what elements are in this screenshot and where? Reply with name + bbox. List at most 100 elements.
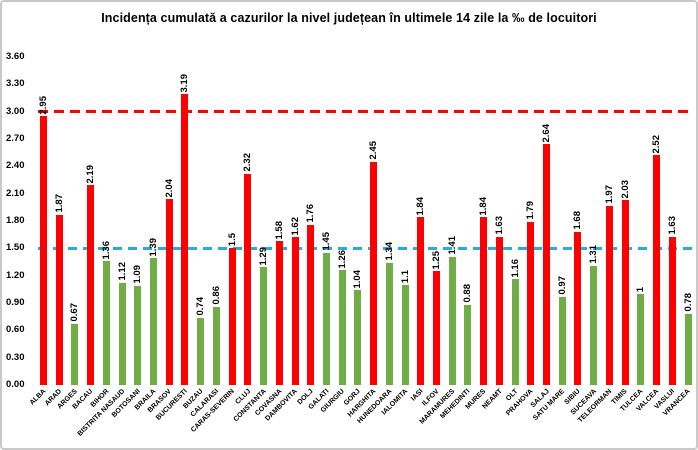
- bar-cluj: [244, 173, 252, 385]
- bar-constanta: [260, 267, 268, 385]
- bar-value-label: 1.04: [352, 269, 364, 289]
- bar-galati: [322, 252, 330, 385]
- bar-value-label: 1.39: [148, 237, 160, 257]
- y-tick-label: 3.60: [6, 51, 25, 62]
- bar-harghita: [370, 161, 378, 385]
- bar-value-label: 1.5: [226, 233, 238, 247]
- bar-value-label: 1.16: [509, 258, 521, 278]
- bar-mures: [480, 217, 488, 385]
- bar-value-label: 1.63: [666, 216, 678, 235]
- bar-value-label: 0.88: [462, 284, 474, 303]
- bar-value-label: 1.26: [336, 249, 348, 269]
- bar-tulcea: [637, 293, 645, 385]
- bar-satu-mare: [558, 296, 566, 385]
- y-tick-label: 1.50: [6, 242, 25, 254]
- bar-dolj: [307, 224, 315, 385]
- bar-value-label: 0.97: [556, 276, 568, 295]
- bar-suceava: [590, 265, 598, 385]
- bar-value-label: 1.63: [493, 216, 505, 235]
- bar-value-label: 1.29: [258, 246, 270, 266]
- threshold-line-blue-1-5: [38, 246, 692, 250]
- bar-value-label: 1.97: [603, 185, 615, 204]
- bar-salaj: [543, 144, 551, 385]
- bar-bistrita-nasaud: [118, 282, 126, 385]
- bar-arges: [71, 323, 79, 385]
- plot-area: 2.95 1.87 0.67 2.19 1.36 1.12 1.09 1.39 2.04 3.19…: [38, 57, 694, 385]
- bar-value-label: 1.45: [320, 232, 332, 251]
- bar-teleorman: [605, 205, 613, 385]
- bar-caras-severin: [228, 248, 236, 385]
- y-tick-label: 3.00: [6, 105, 25, 117]
- bar-arad: [55, 214, 63, 385]
- bar-value-label: 2.95: [38, 95, 49, 115]
- bar-value-label: 1.84: [478, 196, 490, 216]
- bar-ilfov: [433, 271, 440, 385]
- y-tick-label: 2.40: [6, 160, 25, 172]
- bar-bacau: [87, 185, 95, 385]
- bar-value-label: 1.09: [132, 265, 144, 284]
- y-tick-label: 0.30: [6, 351, 25, 363]
- y-tick-label: 0.60: [6, 324, 25, 336]
- bar-timis: [621, 200, 629, 385]
- bar-value-label: 1.36: [100, 240, 112, 260]
- bar-value-label: 1.84: [415, 196, 427, 216]
- bar-value-label: 1.87: [53, 194, 65, 213]
- bar-valcea: [653, 155, 661, 385]
- bar-value-label: 0.78: [682, 293, 694, 312]
- y-tick-label: 0.00: [6, 379, 25, 390]
- bar-giurgiu: [338, 270, 346, 385]
- bar-ialomita: [401, 284, 409, 385]
- bar-vrancea: [684, 313, 692, 385]
- bar-value-label: 3.19: [179, 73, 191, 93]
- bar-maramures: [448, 256, 456, 385]
- bar-neamt: [495, 236, 503, 385]
- bar-value-label: 2.32: [242, 153, 254, 172]
- y-tick-label: 1.20: [6, 269, 25, 281]
- bar-botosani: [134, 285, 142, 385]
- bar-hunedoara: [385, 262, 393, 385]
- bar-value-label: 1.25: [431, 250, 442, 270]
- bar-value-label: 1.1: [399, 269, 411, 283]
- bar-value-label: 1.58: [273, 220, 285, 240]
- bar-value-label: 2.04: [163, 178, 175, 198]
- bar-buzau: [197, 317, 205, 385]
- bar-value-label: 1.76: [305, 204, 317, 223]
- bar-value-label: 2.19: [85, 164, 97, 184]
- bar-value-label: 1.62: [289, 216, 301, 236]
- bar-value-label: 1.41: [446, 236, 458, 255]
- y-tick-label: 2.10: [6, 187, 25, 199]
- bar-olt: [511, 279, 519, 385]
- bar-value-label: 1.68: [572, 211, 584, 230]
- bar-bucuresti: [181, 94, 189, 385]
- bar-mehedinti: [464, 304, 472, 385]
- bar-value-label: 1: [635, 286, 647, 292]
- bar-alba: [40, 116, 47, 385]
- bar-sibiu: [574, 231, 582, 385]
- bar-value-label: 1.31: [588, 245, 600, 264]
- bar-gorj: [354, 290, 362, 385]
- bar-bihor: [102, 261, 110, 385]
- bar-value-label: 1.34: [383, 242, 395, 261]
- bar-covasna: [275, 241, 283, 385]
- y-tick-label: 0.90: [6, 297, 25, 308]
- bar-value-label: 0.74: [195, 297, 207, 316]
- bar-vaslui: [668, 236, 676, 385]
- bar-value-label: 2.64: [541, 123, 553, 143]
- threshold-line-red-3: [38, 110, 692, 114]
- bar-value-label: 2.52: [651, 134, 663, 154]
- chart-title: Incidența cumulată a cazurilor la nivel …: [101, 11, 597, 25]
- bar-iasi: [417, 217, 425, 385]
- bar-value-label: 2.03: [619, 179, 631, 199]
- bar-value-label: 0.86: [210, 286, 222, 305]
- bar-braila: [150, 258, 158, 385]
- y-tick-label: 3.30: [6, 78, 25, 90]
- bar-brasov: [165, 199, 173, 385]
- bar-calarasi: [212, 306, 220, 385]
- bar-value-label: 2.45: [368, 141, 380, 160]
- bar-value-label: 1.12: [116, 262, 128, 281]
- bar-dambovita: [291, 237, 299, 385]
- bar-value-label: 0.67: [69, 303, 81, 322]
- x-axis: ALBA ARAD ARGES BACAU BIHOR BISTRITA NASAUD BO…: [29, 388, 692, 448]
- bar-prahova: [527, 221, 535, 385]
